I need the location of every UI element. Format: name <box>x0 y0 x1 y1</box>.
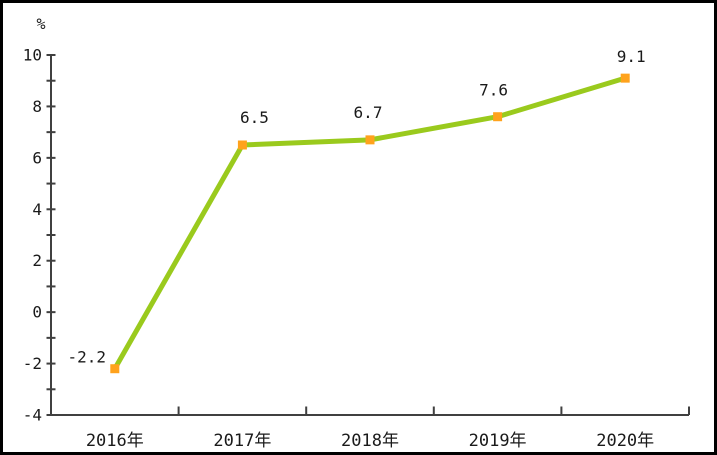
data-point-marker <box>620 73 630 83</box>
y-axis-tick-label: -4 <box>23 406 42 425</box>
x-axis-label: 2019年 <box>469 431 527 451</box>
x-axis-label: 2020年 <box>596 431 654 451</box>
x-axis-label: 2016年 <box>86 431 144 451</box>
y-axis-tick-label: -2 <box>23 354 42 373</box>
data-point-label: 6.7 <box>354 103 383 122</box>
y-axis-unit-label: % <box>36 15 46 33</box>
y-axis-tick-label: 6 <box>32 148 42 167</box>
y-axis-tick-label: 4 <box>32 200 42 219</box>
data-point-marker <box>110 364 120 374</box>
data-point-label: -2.2 <box>68 348 107 367</box>
line-chart: -4 -2 0 2 4 6 8 10 2016年 2017年 2018年 2019年 2020年 -2.2… <box>23 46 690 451</box>
y-axis-tick-label: 8 <box>32 97 42 116</box>
data-point-marker <box>365 135 375 145</box>
data-point-label: 9.1 <box>617 47 646 66</box>
y-axis-tick-label: 0 <box>32 303 42 322</box>
data-point-label: 6.5 <box>240 108 269 127</box>
data-point-marker <box>493 112 503 122</box>
x-axis-label: 2017年 <box>213 431 271 451</box>
data-point-label: 7.6 <box>479 81 508 100</box>
y-axis-tick-label: 2 <box>32 251 42 270</box>
data-point-marker <box>237 140 247 150</box>
y-axis-tick-label: 10 <box>23 46 42 65</box>
x-axis-label: 2018年 <box>341 431 399 451</box>
